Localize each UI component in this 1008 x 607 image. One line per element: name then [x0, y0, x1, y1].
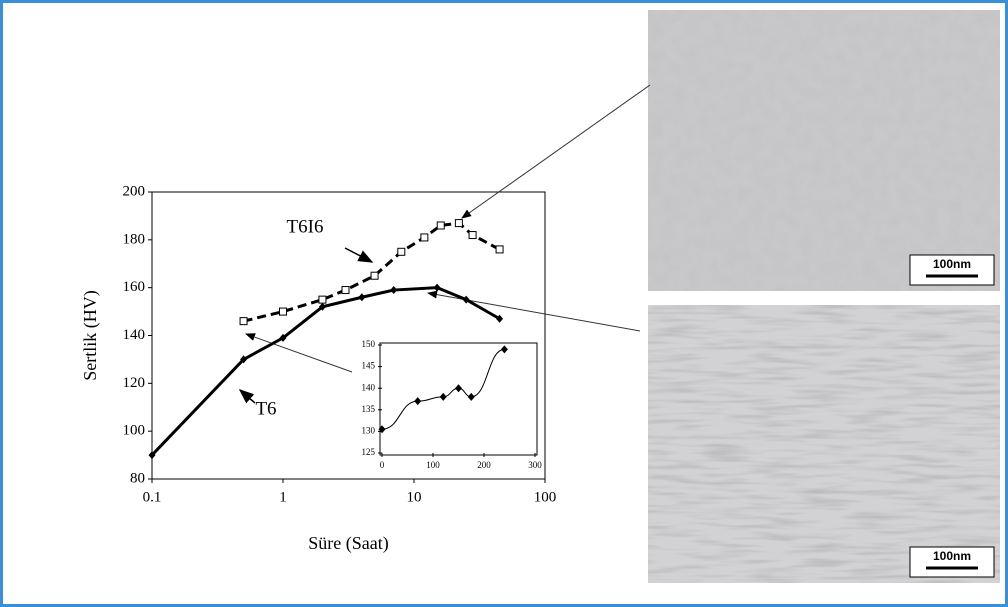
annotation: T6I6 [287, 216, 324, 237]
point [496, 246, 503, 253]
x-tick-label: 0.1 [143, 489, 162, 505]
point [421, 234, 428, 241]
y-tick-label: 120 [123, 375, 146, 391]
scale-bar-label: 100nm [933, 549, 971, 563]
x-tick-label: 200 [477, 460, 491, 470]
arrow [428, 293, 640, 331]
point [280, 308, 287, 315]
x-tick-label: 1 [279, 489, 287, 505]
x-tick-label: 0 [380, 460, 385, 470]
x-tick-label: 100 [534, 489, 557, 505]
y-tick-label: 125 [362, 447, 376, 457]
point [434, 284, 441, 292]
y-tick-label: 200 [123, 183, 146, 199]
point [398, 248, 405, 255]
x-tick-label: 10 [407, 489, 422, 505]
y-tick-label: 150 [362, 339, 376, 349]
point [437, 222, 444, 229]
x-axis-label: Süre (Saat) [308, 533, 388, 554]
y-tick-label: 180 [123, 231, 146, 247]
point [469, 232, 476, 239]
point [390, 286, 397, 294]
scale-bar-label: 100nm [933, 257, 971, 271]
point [240, 318, 247, 325]
micrograph: 100nm [648, 10, 1000, 291]
y-tick-label: 145 [362, 361, 376, 371]
point [358, 293, 365, 301]
arrow [246, 334, 352, 372]
micrograph: 100nm [648, 305, 1000, 583]
y-tick-label: 80 [130, 470, 145, 486]
y-axis-label: Sertlik (HV) [80, 290, 101, 380]
y-tick-label: 140 [362, 382, 376, 392]
arrow [240, 390, 255, 403]
arrow [462, 85, 650, 218]
arrow [345, 248, 372, 262]
point [455, 220, 462, 227]
figure: 100nm 100nm T6I6 T6 0.1 1 10 100 80 100 120 140… [0, 0, 1008, 607]
y-tick-label: 160 [123, 279, 146, 295]
y-tick-label: 100 [123, 423, 146, 439]
x-tick-label: 300 [528, 460, 542, 470]
point [342, 287, 349, 294]
y-tick-label: 140 [123, 327, 146, 343]
y-tick-label: 135 [362, 404, 376, 414]
x-tick-label: 100 [426, 460, 440, 470]
point [371, 272, 378, 279]
y-tick-label: 130 [362, 425, 376, 435]
annotation: T6 [255, 398, 276, 419]
inset-frame [380, 343, 537, 455]
point [319, 296, 326, 303]
